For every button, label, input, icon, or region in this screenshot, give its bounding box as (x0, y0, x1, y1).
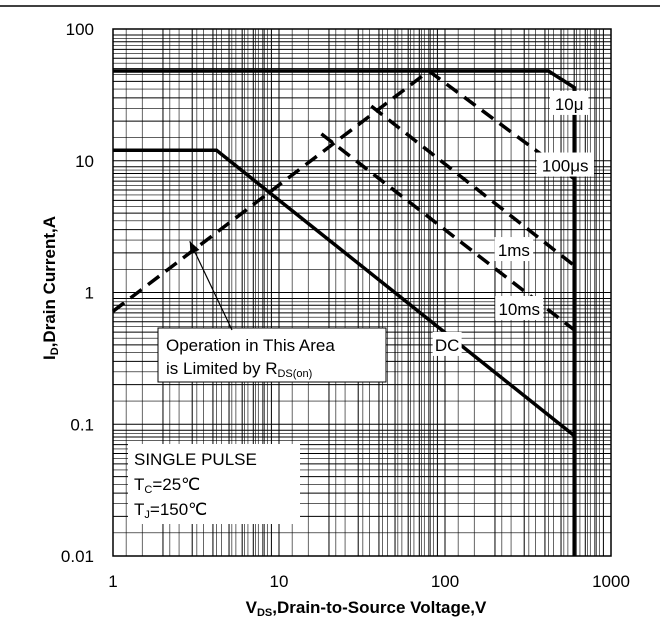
series-label-bg (432, 331, 462, 356)
plot-area-border (112, 28, 612, 557)
y-tick-label: 0.1 (70, 415, 94, 434)
series-label-text: 100μs (542, 157, 589, 176)
series-line-rdson-limit (111, 69, 430, 313)
rdson-annotation-box (157, 327, 387, 383)
x-tick-label: 1 (108, 572, 117, 591)
series-labels: 10μ 100μs 1ms 10ms DC (432, 90, 594, 356)
x-axis-title: VDS,Drain-to-Source Voltage,V (246, 598, 487, 619)
x-tick-label: 100 (431, 572, 459, 591)
y-tick-label: 1 (85, 284, 94, 303)
y-axis-title: ID,Drain Current,A (40, 216, 61, 360)
series-label: 100μs (536, 152, 594, 177)
pulse-annotation-line1: SINGLE PULSE (134, 450, 257, 469)
series-label-text: 10ms (498, 300, 540, 319)
series-label-text: 1ms (498, 241, 530, 260)
series-label-bg (494, 237, 534, 262)
series-label-text: 10μ (555, 95, 584, 114)
x-tick-label: 1000 (592, 572, 630, 591)
y-tick-label: 100 (66, 20, 94, 39)
series-label: 1ms (494, 237, 534, 262)
rdson-annotation-arrowhead (189, 241, 200, 255)
rdson-annotation-line2: is Limited by RDS(on) (166, 359, 312, 380)
x-tick-labels: 1 10 100 1000 (108, 572, 630, 591)
rdson-annotation-arrow (189, 240, 233, 331)
series-label: 10ms (495, 295, 544, 320)
pulse-annotation-box (128, 444, 300, 524)
x-tick-label: 10 (270, 572, 289, 591)
series-label: 10μ (549, 90, 589, 115)
pulse-annotation-line2: TC=25℃ (134, 475, 200, 496)
y-tick-label: 10 (75, 152, 94, 171)
series-label-bg (536, 152, 594, 177)
series-label-bg (549, 90, 589, 115)
series-label-text: DC (435, 336, 460, 355)
series-line-100s (427, 69, 576, 181)
series-label: DC (432, 331, 462, 356)
rdson-annotation-line1: Operation in This Area (166, 336, 335, 355)
pulse-annotation-line3: TJ=150℃ (134, 500, 207, 521)
y-tick-label: 0.01 (61, 547, 94, 566)
series-line-10 (113, 69, 576, 556)
series-label-bg (495, 295, 544, 320)
y-tick-labels: 0.01 0.1 1 10 100 (61, 20, 94, 566)
